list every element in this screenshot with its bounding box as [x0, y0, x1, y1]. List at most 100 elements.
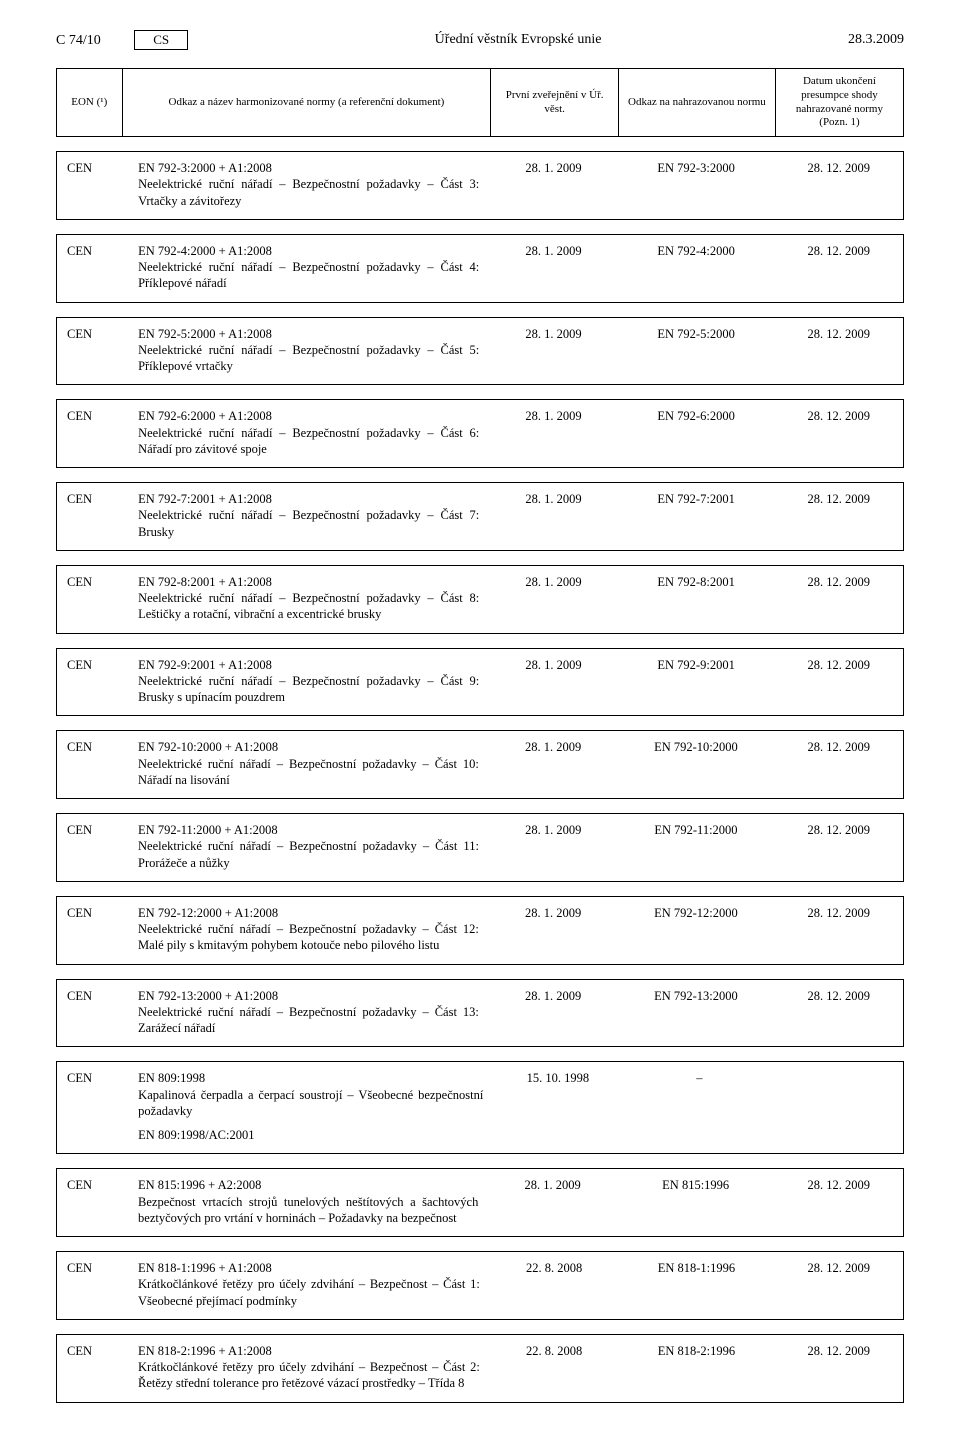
- entry-row: CENEN 818-1:1996 + A1:2008Krátkočlánkové…: [56, 1251, 904, 1320]
- cell-pub: 22. 8. 2008: [490, 1334, 618, 1402]
- standard-code: EN 815:1996 + A2:2008: [138, 1177, 478, 1193]
- entry-row: CENEN 792-11:2000 + A1:2008Neelektrické …: [56, 813, 904, 882]
- cell-end-date: 28. 12. 2009: [774, 648, 903, 716]
- col-end: Datum ukončení presumpce shody nahrazova…: [775, 69, 903, 137]
- cell-eon: CEN: [57, 731, 129, 799]
- cell-ref: EN 792-11:2000 + A1:2008Neelektrické ruč…: [128, 814, 489, 882]
- lang-box: CS: [134, 30, 188, 50]
- cell-replaced: EN 792-4:2000: [618, 234, 775, 302]
- journal-title: Úřední věstník Evropské unie: [188, 32, 848, 48]
- cell-pub: 28. 1. 2009: [489, 234, 618, 302]
- cell-end-date: 28. 12. 2009: [775, 1169, 904, 1237]
- standard-title: Neelektrické ruční nářadí – Bezpečnostní…: [138, 176, 479, 209]
- entry-row: CENEN 792-8:2001 + A1:2008Neelektrické r…: [56, 565, 904, 634]
- cell-ref: EN 815:1996 + A2:2008Bezpečnost vrtacích…: [128, 1169, 488, 1237]
- cell-pub: 28. 1. 2009: [489, 565, 618, 633]
- cell-replaced: EN 792-7:2001: [618, 483, 775, 551]
- entry-row: CENEN 792-6:2000 + A1:2008Neelektrické r…: [56, 399, 904, 468]
- col-pub: První zveřejnění v Úř. věst.: [491, 69, 619, 137]
- entry-row: CENEN 792-12:2000 + A1:2008Neelektrické …: [56, 896, 904, 965]
- rows-container: CENEN 792-3:2000 + A1:2008Neelektrické r…: [56, 151, 904, 1403]
- cell-ref: EN 818-2:1996 + A1:2008Krátkočlánkové ře…: [128, 1334, 490, 1402]
- cell-eon: CEN: [57, 1169, 129, 1237]
- header-left: C 74/10 CS: [56, 30, 188, 50]
- cell-replaced: EN 792-10:2000: [617, 731, 774, 799]
- page-ref: C 74/10: [56, 33, 101, 48]
- entry-row: CENEN 792-9:2001 + A1:2008Neelektrické r…: [56, 648, 904, 717]
- cell-pub: 28. 1. 2009: [489, 896, 618, 964]
- cell-end-date: 28. 12. 2009: [774, 979, 903, 1047]
- standard-title: Neelektrické ruční nářadí – Bezpečnostní…: [138, 838, 479, 871]
- col-eon: EON (¹): [57, 69, 123, 137]
- entry-row: CENEN 818-2:1996 + A1:2008Krátkočlánkové…: [56, 1334, 904, 1403]
- cell-pub: 28. 1. 2009: [489, 648, 618, 716]
- cell-pub: 28. 1. 2009: [489, 979, 618, 1047]
- standard-title: Neelektrické ruční nářadí – Bezpečnostní…: [138, 673, 479, 706]
- entry-row: CENEN 809:1998Kapalinová čerpadla a čerp…: [56, 1061, 904, 1154]
- cell-end-date: 28. 12. 2009: [774, 731, 903, 799]
- cell-replaced: EN 792-13:2000: [617, 979, 774, 1047]
- cell-replaced: EN 792-11:2000: [617, 814, 774, 882]
- cell-eon: CEN: [57, 814, 129, 882]
- entry-row: CEN EN 792-13:2000 + A1:2008Neelektrické …: [56, 979, 904, 1048]
- cell-replaced: EN 792-3:2000: [618, 152, 775, 220]
- standard-title: Krátkočlánkové řetězy pro účely zdvihání…: [138, 1276, 480, 1309]
- cell-ref: EN 792-3:2000 + A1:2008Neelektrické ručn…: [128, 152, 489, 220]
- standard-code: EN 792-5:2000 + A1:2008: [138, 326, 479, 342]
- cell-eon: CEN: [57, 1062, 129, 1154]
- cell-replaced: EN 818-2:1996: [618, 1334, 774, 1402]
- cell-ref: EN 792-4:2000 + A1:2008Neelektrické ručn…: [128, 234, 489, 302]
- cell-end-date: 28. 12. 2009: [775, 1334, 904, 1402]
- standard-code: EN 809:1998: [138, 1070, 483, 1086]
- cell-ref: EN 792-6:2000 + A1:2008Neelektrické ručn…: [128, 400, 489, 468]
- cell-replaced: EN 815:1996: [617, 1169, 775, 1237]
- cell-pub: 28. 1. 2009: [489, 731, 618, 799]
- standard-code: EN 792-3:2000 + A1:2008: [138, 160, 479, 176]
- standard-title: Neelektrické ruční nářadí – Bezpečnostní…: [138, 425, 479, 458]
- cell-replaced: EN 792-9:2001: [618, 648, 775, 716]
- entry-row: CENEN 815:1996 + A2:2008Bezpečnost vrtac…: [56, 1168, 904, 1237]
- standard-code: EN 792-6:2000 + A1:2008: [138, 408, 479, 424]
- standard-title: Neelektrické ruční nářadí – Bezpečnostní…: [138, 342, 479, 375]
- cell-pub: 28. 1. 2009: [489, 400, 618, 468]
- cell-ref: EN 792-10:2000 + A1:2008Neelektrické ruč…: [128, 731, 489, 799]
- standard-title: Neelektrické ruční nářadí – Bezpečnostní…: [138, 756, 479, 789]
- cell-ref: EN 809:1998Kapalinová čerpadla a čerpací…: [128, 1062, 493, 1154]
- cell-end-date: [776, 1062, 903, 1154]
- standard-title: Neelektrické ruční nářadí – Bezpečnostní…: [138, 1004, 479, 1037]
- cell-pub: 22. 8. 2008: [490, 1252, 618, 1320]
- standard-title: Kapalinová čerpadla a čerpací soustrojí …: [138, 1087, 483, 1120]
- cell-eon: CEN: [57, 1334, 129, 1402]
- cell-pub: 28. 1. 2009: [489, 483, 618, 551]
- col-rep: Odkaz na nahrazovanou normu: [618, 69, 775, 137]
- standard-code: EN 792-7:2001 + A1:2008: [138, 491, 479, 507]
- cell-eon: CEN: [57, 152, 129, 220]
- col-ref: Odkaz a název harmonizované normy (a ref…: [122, 69, 491, 137]
- page-root: C 74/10 CS Úřední věstník Evropské unie …: [0, 0, 960, 1437]
- cell-eon: CEN: [57, 234, 129, 302]
- cell-end-date: 28. 12. 2009: [774, 896, 903, 964]
- standard-code: EN 792-13:2000 + A1:2008: [138, 988, 479, 1004]
- cell-end-date: 28. 12. 2009: [774, 400, 903, 468]
- standard-code: EN 792-4:2000 + A1:2008: [138, 243, 479, 259]
- standard-title: Krátkočlánkové řetězy pro účely zdvihání…: [138, 1359, 480, 1392]
- cell-ref: EN 792-9:2001 + A1:2008Neelektrické ručn…: [128, 648, 489, 716]
- cell-replaced: EN 792-6:2000: [618, 400, 775, 468]
- cell-pub: 28. 1. 2009: [488, 1169, 616, 1237]
- cell-eon: CEN: [57, 648, 129, 716]
- standard-title: Bezpečnost vrtacích strojů tunelových ne…: [138, 1194, 478, 1227]
- cell-ref: EN 792-5:2000 + A1:2008Neelektrické ručn…: [128, 317, 489, 385]
- cell-end-date: 28. 12. 2009: [774, 234, 903, 302]
- cell-end-date: 28. 12. 2009: [774, 317, 903, 385]
- cell-pub: 28. 1. 2009: [489, 317, 618, 385]
- cell-replaced: EN 792-5:2000: [618, 317, 775, 385]
- standard-title: Neelektrické ruční nářadí – Bezpečnostní…: [138, 507, 479, 540]
- cell-eon: CEN: [57, 979, 129, 1047]
- cell-eon: CEN: [57, 400, 129, 468]
- standard-code: EN 792-9:2001 + A1:2008: [138, 657, 479, 673]
- cell-replaced: –: [622, 1062, 776, 1154]
- cell-pub: 28. 1. 2009: [489, 152, 618, 220]
- standard-title: Neelektrické ruční nářadí – Bezpečnostní…: [138, 259, 479, 292]
- cell-end-date: 28. 12. 2009: [774, 152, 903, 220]
- standard-code: EN 818-2:1996 + A1:2008: [138, 1343, 480, 1359]
